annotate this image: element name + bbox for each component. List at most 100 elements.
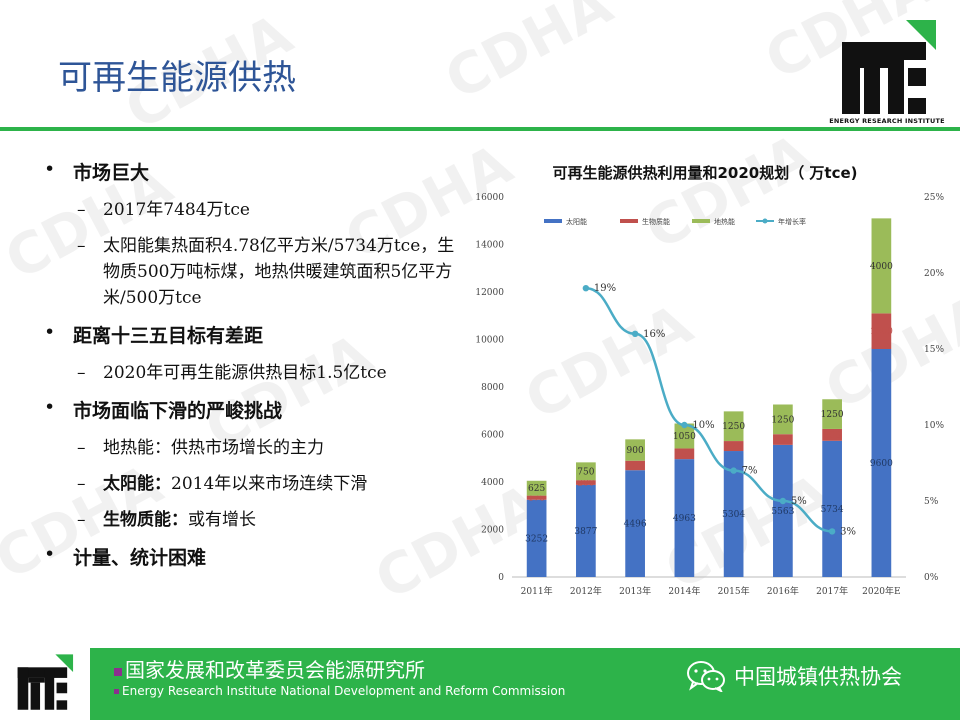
bullet-label: 太阳能：: [103, 474, 171, 494]
bar-data-label: 450: [676, 450, 693, 460]
bar-data-label: 4963: [673, 514, 696, 524]
bar-segment: [625, 439, 645, 461]
bullet-item: 2017年7484万tce: [40, 197, 470, 223]
y-left-tick-label: 6000: [481, 431, 504, 441]
y-left-tick-label: 4000: [481, 478, 504, 488]
legend-label: 年增长率: [778, 217, 806, 226]
bar-data-label: 1250: [821, 410, 844, 420]
bar-data-label: 750: [577, 467, 594, 477]
org-name-cn: 国家发展和改革委员会能源研究所: [114, 654, 425, 683]
y-right-tick-label: 20%: [924, 269, 944, 279]
y-right-tick-label: 10%: [924, 421, 944, 431]
bar-data-label: 1050: [673, 432, 696, 442]
legend-swatch: [620, 219, 638, 223]
bar-data-label: 5563: [771, 507, 794, 517]
legend-label: 地热能: [714, 217, 735, 226]
y-left-tick-label: 2000: [481, 526, 504, 536]
bar-segment: [526, 480, 547, 496]
x-tick-label: 2014年: [668, 585, 700, 597]
bar-data-label: 4000: [870, 262, 893, 272]
x-tick-label: 2020年E: [862, 585, 900, 597]
bar-segment: [822, 428, 842, 441]
growth-rate-label: 5%: [791, 496, 807, 507]
bar-data-label: 450: [774, 436, 791, 446]
y-left-tick-label: 14000: [475, 241, 504, 251]
growth-rate-point: [779, 497, 787, 505]
growth-rate-label: 3%: [840, 526, 856, 537]
bar-data-label: 3877: [574, 527, 597, 537]
bullet-item: 生物质能：或有增长: [40, 507, 470, 533]
bullet-square-icon: [114, 667, 122, 676]
title-divider: [0, 127, 960, 131]
growth-rate-label: 16%: [643, 329, 665, 340]
y-left-tick-label: 0: [498, 573, 504, 583]
y-left-tick-label: 8000: [481, 383, 504, 393]
logo-caption: ENERGY RESEARCH INSTITUTE: [829, 117, 945, 125]
chart-title: 可再生能源供热利用量和2020规划（ 万tce): [552, 164, 858, 182]
growth-rate-line: [585, 286, 833, 533]
bar-segment: [576, 462, 596, 481]
x-tick-label: 2017年: [816, 585, 848, 597]
bar-segment: [674, 448, 695, 460]
bar-segment: [674, 459, 695, 577]
bar-data-label: 1500: [870, 327, 893, 337]
bar-data-label: 1250: [722, 422, 745, 432]
bar-segment: [625, 470, 645, 577]
bar-data-label: 3252: [525, 534, 548, 544]
bar-data-label: 175: [528, 494, 545, 504]
bullet-item: 太阳能：2014年以来市场连续下滑: [40, 471, 470, 497]
bullet-item: 市场巨大: [40, 158, 470, 185]
x-tick-label: 2011年: [521, 585, 553, 597]
x-tick-label: 2016年: [767, 585, 799, 597]
bar-data-label: 4496: [624, 520, 647, 530]
watermark: CDHA: [435, 0, 623, 113]
footer-bar: [0, 648, 960, 720]
legend-marker: [762, 218, 768, 224]
bullet-item: 2020年可再生能源供热目标1.5亿tce: [40, 360, 470, 386]
bullet-item: 计量、统计困难: [40, 543, 470, 570]
y-left-tick-label: 10000: [475, 336, 504, 346]
bullet-item: 地热能：供热市场增长的主力: [40, 435, 470, 461]
bar-segment: [625, 460, 645, 471]
bar-data-label: 9600: [870, 459, 893, 469]
association-brand: 中国城镇供热协会: [686, 660, 902, 692]
bar-data-label: 1250: [771, 415, 794, 425]
growth-rate-point: [828, 528, 836, 535]
growth-rate-label: 7%: [742, 466, 758, 477]
bar-segment: [871, 218, 892, 314]
association-name: 中国城镇供热协会: [734, 665, 902, 689]
wechat-icon: [687, 661, 725, 692]
org-name-en: Energy Research Institute National Devel…: [114, 684, 565, 698]
bullet-text: 或有增长: [188, 510, 256, 530]
energy-research-institute-logo-icon: [17, 654, 74, 710]
bar-segment: [773, 444, 793, 577]
y-right-tick-label: 5%: [924, 497, 939, 507]
x-tick-label: 2015年: [718, 585, 750, 597]
legend-label: 太阳能: [566, 217, 587, 226]
growth-rate-point: [631, 330, 639, 337]
bar-data-label: 500: [824, 431, 841, 441]
bar-data-label: 200: [577, 479, 594, 489]
growth-rate-point: [582, 285, 590, 292]
bar-segment: [723, 411, 744, 442]
bullet-item: 太阳能集热面积4.78亿平方米/5734万tce，生物质500万吨标煤，地热供暖…: [40, 233, 470, 311]
bar-segment: [526, 499, 547, 577]
bar-data-label: 5734: [821, 505, 844, 515]
bar-segment: [822, 399, 842, 429]
bar-data-label: 625: [528, 484, 545, 494]
bullet-item: 距离十三五目标有差距: [40, 321, 470, 348]
energy-research-institute-logo-icon: [842, 20, 936, 114]
stacked-bar-chart: 0 2000 4000 6000 8000 10000 12000 14000 16000 0% 5…: [475, 193, 944, 597]
bullet-item: 市场面临下滑的严峻挑战: [40, 396, 470, 423]
legend-label: 生物质能: [642, 217, 670, 226]
y-left-tick-label: 16000: [475, 193, 504, 203]
bar-data-label: 420: [725, 442, 742, 452]
bar-data-label: 400: [627, 461, 644, 471]
y-right-tick-label: 15%: [924, 345, 944, 355]
org-name-en-text: Energy Research Institute National Devel…: [122, 684, 566, 698]
slide-title: 可再生能源供热: [58, 58, 296, 98]
bar-segment: [674, 423, 695, 449]
bar-segment: [773, 434, 793, 445]
bar-segment: [723, 451, 744, 577]
org-name-cn-text: 国家发展和改革委员会能源研究所: [125, 658, 425, 682]
